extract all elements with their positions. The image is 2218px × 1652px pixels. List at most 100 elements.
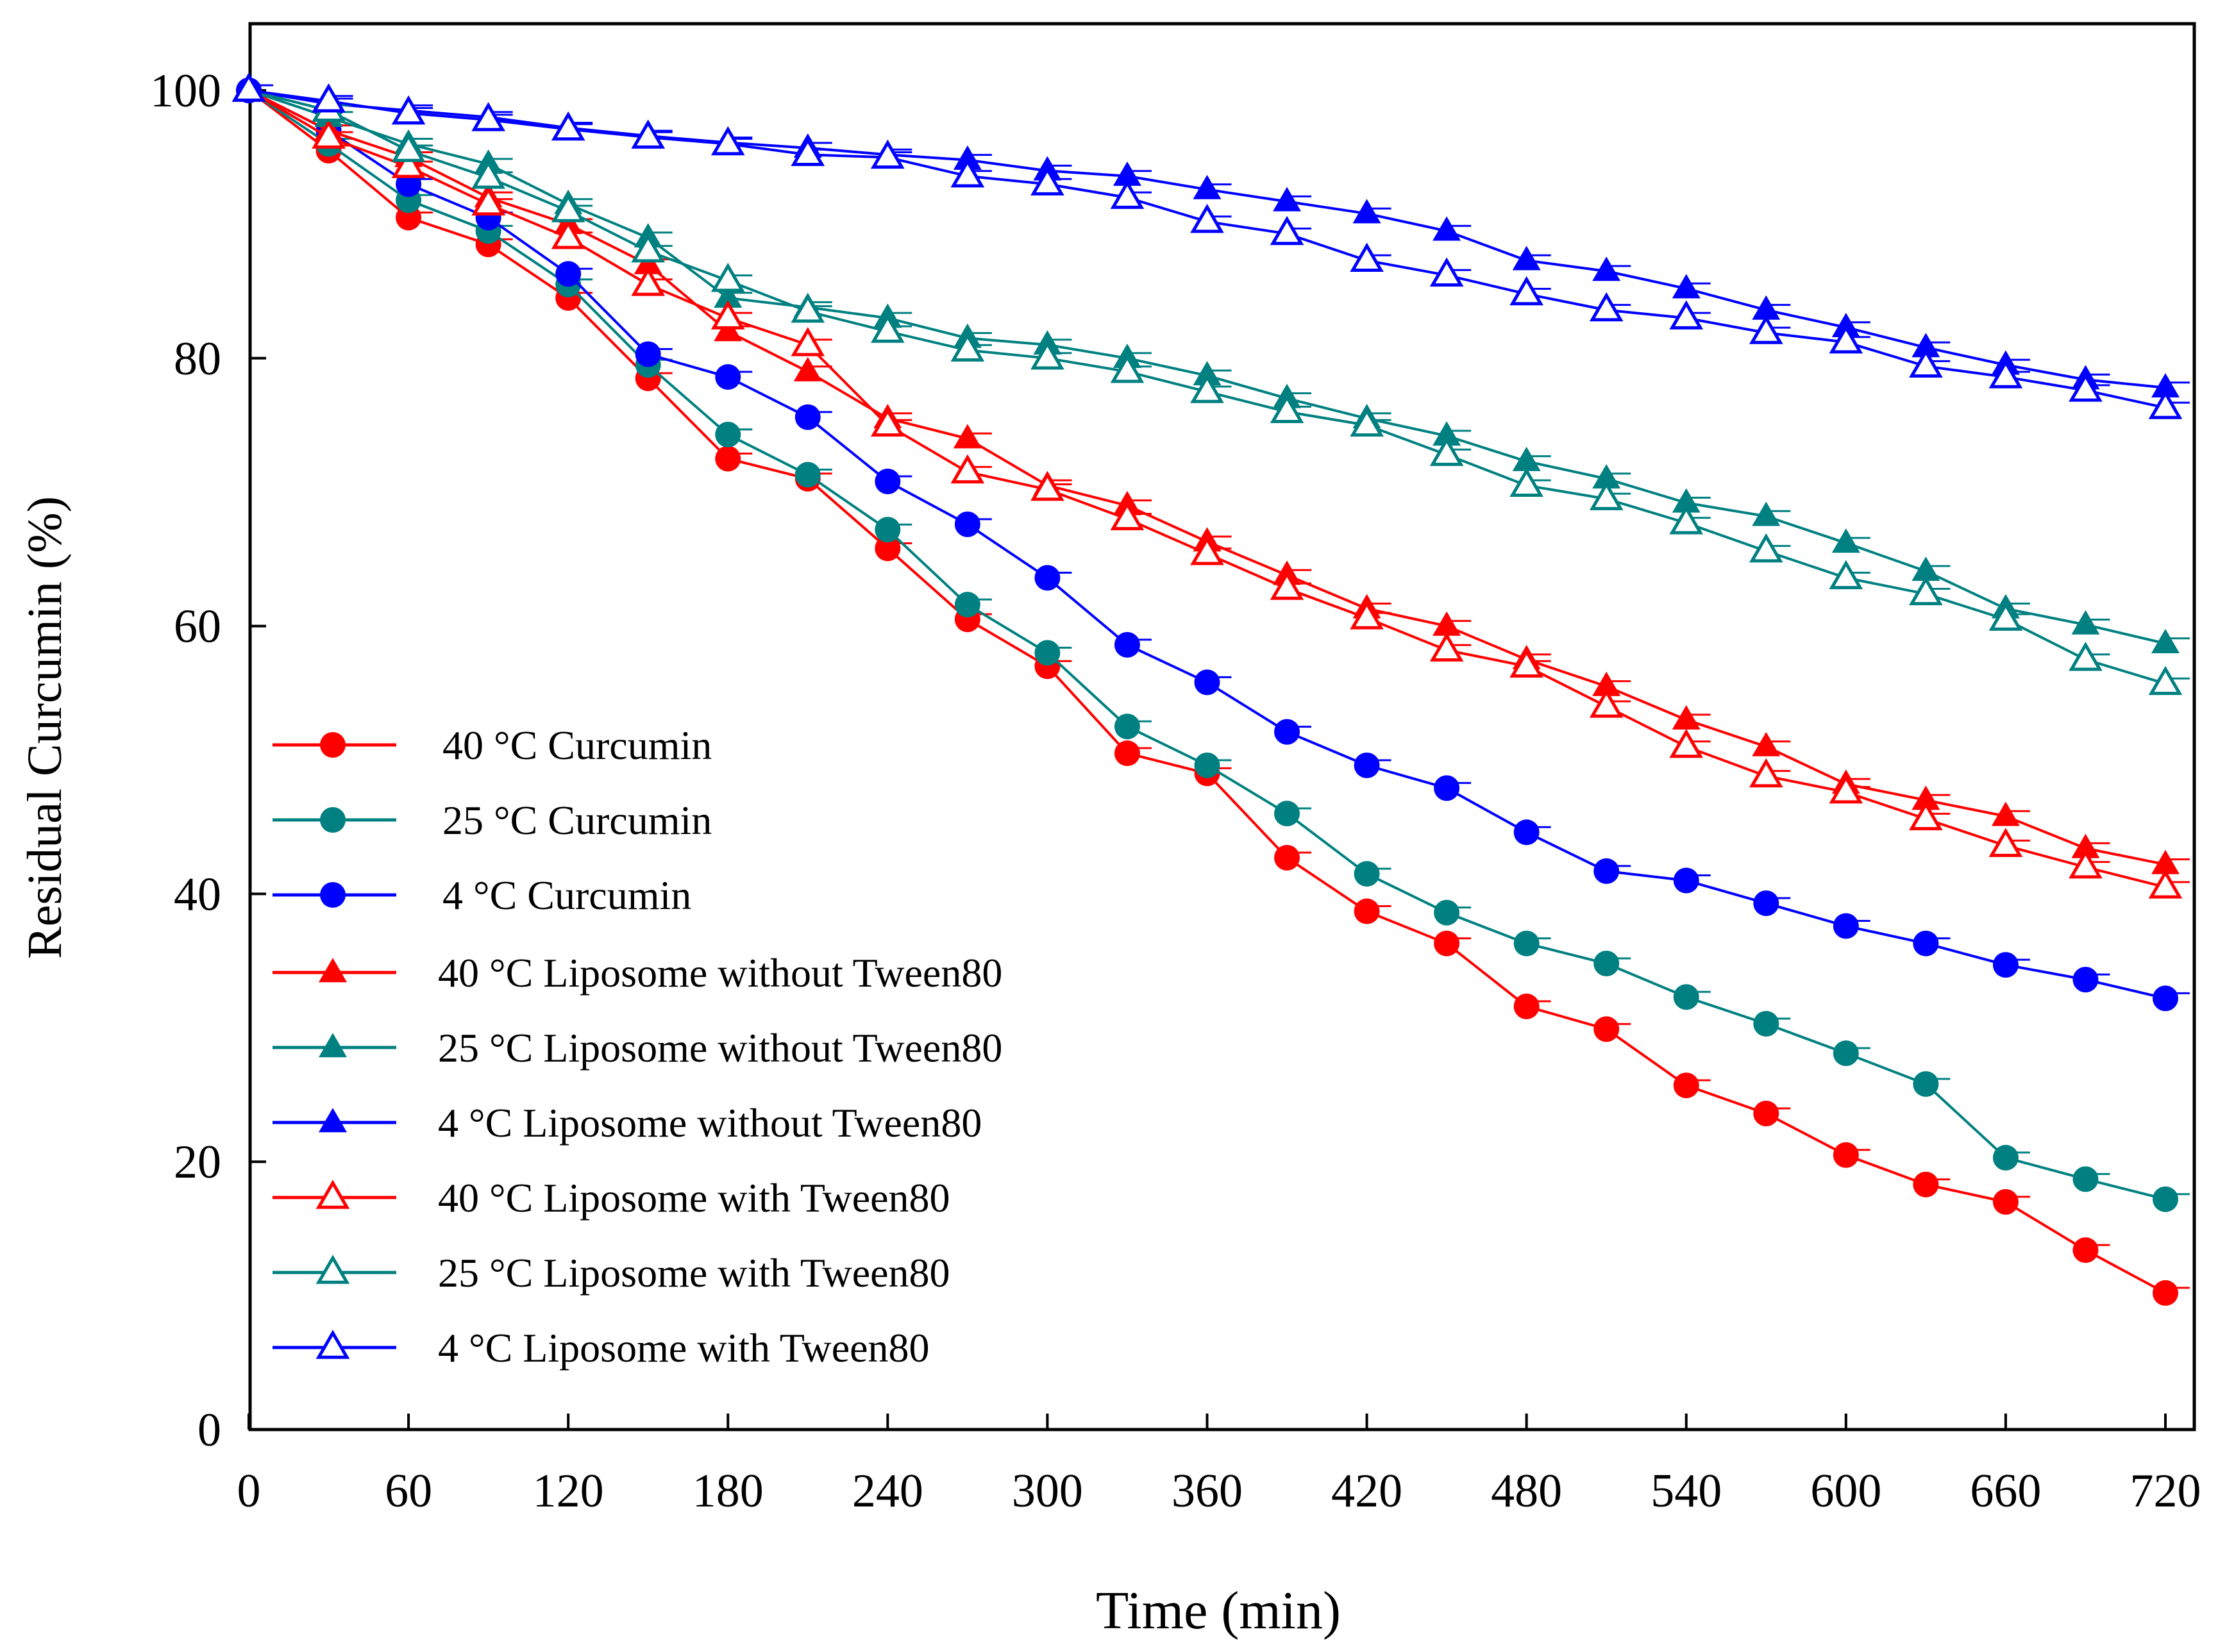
data-point (1593, 951, 1620, 977)
data-point (2069, 849, 2103, 879)
series-7 (231, 72, 2190, 696)
y-tick-label: 60 (174, 601, 221, 653)
data-point (2148, 869, 2183, 899)
data-point (1274, 801, 1300, 827)
data-point (1354, 861, 1380, 887)
data-point (551, 111, 585, 141)
legend-label: 4 °C Curcumin (442, 872, 691, 918)
data-point (950, 158, 985, 188)
data-point (1273, 187, 1302, 212)
data-point (1270, 215, 1304, 246)
legend-marker (319, 958, 347, 983)
data-point (1509, 467, 1544, 497)
data-point (791, 293, 825, 323)
data-point (1429, 257, 1464, 287)
x-tick-label: 720 (2130, 1465, 2201, 1517)
x-tick-label: 60 (385, 1465, 432, 1517)
data-point (1354, 752, 1380, 778)
data-point (710, 126, 745, 156)
data-point (1911, 785, 1940, 810)
data-point (794, 404, 821, 430)
legend-label: 25 °C Liposome with Tween80 (438, 1250, 950, 1296)
series-line (248, 89, 2166, 410)
series-6 (231, 72, 2190, 899)
data-point (1110, 179, 1145, 209)
data-point (953, 145, 982, 170)
data-point (715, 364, 741, 390)
legend-label: 4 °C Liposome without Tween80 (438, 1100, 982, 1146)
data-point (710, 262, 745, 292)
data-point (1592, 464, 1621, 489)
data-point (875, 535, 901, 562)
series-line (248, 89, 2166, 389)
data-point (391, 95, 426, 125)
data-point (710, 300, 745, 330)
y-axis-label: Residual Curcumin (%) (18, 496, 72, 959)
data-point (1593, 1016, 1620, 1042)
x-tick-label: 480 (1491, 1465, 1562, 1517)
data-point (1512, 446, 1541, 471)
y-tick-label: 40 (174, 868, 221, 921)
data-point (1434, 775, 1460, 801)
data-point (1753, 1100, 1779, 1126)
data-point (1513, 993, 1540, 1019)
data-point (1114, 740, 1140, 767)
data-point (791, 137, 825, 166)
data-point (2072, 1166, 2099, 1192)
x-tick-label: 180 (693, 1465, 764, 1517)
x-tick-label: 600 (1810, 1465, 1881, 1517)
data-point (1988, 359, 2023, 388)
data-point (1194, 669, 1220, 696)
data-point (1190, 203, 1224, 233)
data-point (1432, 216, 1461, 241)
x-tick-label: 0 (237, 1465, 261, 1517)
legend-item: 25 °C Curcumin (273, 797, 712, 843)
data-point (1190, 374, 1224, 403)
data-point (1030, 166, 1064, 196)
data-point (1913, 930, 1939, 956)
x-tick-label: 300 (1012, 1465, 1083, 1517)
series-4 (235, 76, 2190, 653)
data-point (1114, 631, 1140, 658)
data-point (2148, 665, 2183, 696)
data-point (1592, 671, 1621, 696)
data-point (875, 517, 901, 543)
data-point (1030, 340, 1064, 370)
data-point (1752, 501, 1781, 526)
data-point (1913, 1071, 1939, 1097)
data-point (1114, 713, 1140, 740)
data-point (635, 341, 661, 367)
data-point (312, 119, 346, 149)
data-point (1589, 481, 1624, 510)
legend-label: 25 °C Liposome without Tween80 (438, 1025, 1002, 1071)
data-point (1110, 353, 1145, 383)
data-point (1911, 333, 1940, 358)
legend-label: 4 °C Liposome with Tween80 (438, 1325, 930, 1371)
data-point (2153, 1186, 2178, 1212)
data-point (715, 421, 741, 447)
legend-item: 4 °C Liposome with Tween80 (273, 1325, 930, 1371)
data-point (1030, 471, 1064, 501)
legend-item: 40 °C Liposome without Tween80 (273, 950, 1002, 996)
data-point (471, 186, 505, 216)
data-point (1829, 560, 1863, 590)
data-point (1753, 890, 1779, 917)
data-point (2071, 610, 2100, 635)
legend-marker (319, 1108, 347, 1133)
data-point (1833, 1142, 1859, 1168)
x-tick-label: 120 (533, 1465, 604, 1517)
data-point (471, 102, 505, 131)
data-point (2069, 642, 2103, 671)
data-point (1110, 501, 1145, 531)
data-point (950, 454, 985, 484)
data-point (715, 446, 741, 472)
data-point (1193, 174, 1222, 199)
legend-item: 40 °C Curcumin (273, 722, 712, 768)
data-point (1429, 437, 1464, 466)
data-point (1354, 898, 1380, 924)
data-point (791, 327, 825, 356)
x-tick-label: 240 (852, 1465, 923, 1517)
data-point (312, 83, 346, 113)
legend-label: 40 °C Liposome without Tween80 (438, 950, 1002, 996)
data-point (1992, 1189, 2019, 1215)
